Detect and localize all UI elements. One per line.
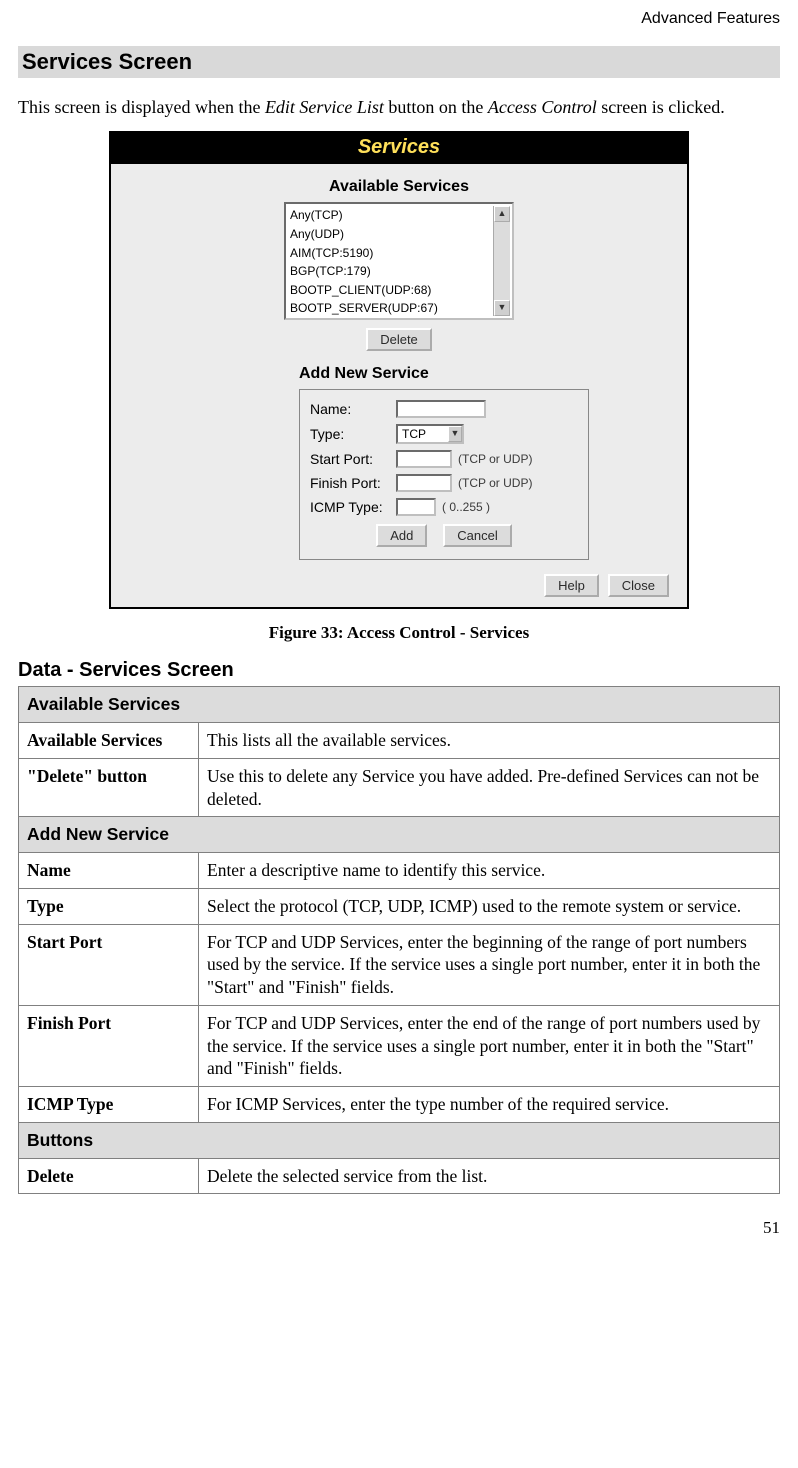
list-item[interactable]: BGP(TCP:179) bbox=[290, 262, 508, 281]
services-screenshot: Services Available Services Any(TCP) Any… bbox=[109, 131, 689, 609]
available-services-heading: Available Services bbox=[129, 178, 669, 196]
help-button[interactable]: Help bbox=[544, 574, 599, 597]
row-description: Use this to delete any Service you have … bbox=[199, 758, 780, 817]
scroll-down-icon[interactable]: ▼ bbox=[494, 300, 510, 316]
row-description: For TCP and UDP Services, enter the end … bbox=[199, 1005, 780, 1086]
row-description: For ICMP Services, enter the type number… bbox=[199, 1087, 780, 1123]
name-input[interactable] bbox=[396, 400, 486, 418]
row-label: Type bbox=[19, 888, 199, 924]
row-description: For TCP and UDP Services, enter the begi… bbox=[199, 924, 780, 1005]
table-row: Start PortFor TCP and UDP Services, ente… bbox=[19, 924, 780, 1005]
breadcrumb: Advanced Features bbox=[18, 10, 780, 28]
delete-button[interactable]: Delete bbox=[366, 328, 432, 351]
intro-em1: Edit Service List bbox=[265, 97, 384, 117]
scroll-up-icon[interactable]: ▲ bbox=[494, 206, 510, 222]
table-row: Finish PortFor TCP and UDP Services, ent… bbox=[19, 1005, 780, 1086]
table-row: "Delete" buttonUse this to delete any Se… bbox=[19, 758, 780, 817]
list-item[interactable]: BOOTP_CLIENT(UDP:68) bbox=[290, 281, 508, 300]
definitions-table: Available ServicesAvailable ServicesThis… bbox=[18, 686, 780, 1194]
row-description: Enter a descriptive name to identify thi… bbox=[199, 853, 780, 889]
row-label: Start Port bbox=[19, 924, 199, 1005]
table-row: TypeSelect the protocol (TCP, UDP, ICMP)… bbox=[19, 888, 780, 924]
list-item[interactable]: BOOTP_SERVER(UDP:67) bbox=[290, 299, 508, 318]
close-button[interactable]: Close bbox=[608, 574, 669, 597]
table-section-header: Buttons bbox=[19, 1122, 780, 1158]
row-description: Delete the selected service from the lis… bbox=[199, 1158, 780, 1194]
row-label: Finish Port bbox=[19, 1005, 199, 1086]
add-new-service-heading: Add New Service bbox=[299, 365, 669, 383]
intro-paragraph: This screen is displayed when the Edit S… bbox=[18, 96, 780, 119]
type-label: Type: bbox=[310, 426, 390, 442]
row-description: This lists all the available services. bbox=[199, 723, 780, 759]
table-row: DeleteDelete the selected service from t… bbox=[19, 1158, 780, 1194]
finish-port-input[interactable] bbox=[396, 474, 452, 492]
table-row: ICMP TypeFor ICMP Services, enter the ty… bbox=[19, 1087, 780, 1123]
icmp-type-label: ICMP Type: bbox=[310, 499, 390, 515]
table-row: Available ServicesThis lists all the ava… bbox=[19, 723, 780, 759]
figure-caption: Figure 33: Access Control - Services bbox=[18, 623, 780, 643]
page-number: 51 bbox=[18, 1218, 780, 1238]
list-item[interactable]: AIM(TCP:5190) bbox=[290, 244, 508, 263]
port-hint: (TCP or UDP) bbox=[458, 476, 532, 490]
window-titlebar: Services bbox=[111, 133, 687, 164]
add-button[interactable]: Add bbox=[376, 524, 427, 547]
start-port-input[interactable] bbox=[396, 450, 452, 468]
intro-text: This screen is displayed when the bbox=[18, 97, 265, 117]
intro-em2: Access Control bbox=[488, 97, 597, 117]
icmp-hint: ( 0..255 ) bbox=[442, 500, 490, 514]
list-item[interactable]: Any(UDP) bbox=[290, 225, 508, 244]
intro-text: button on the bbox=[384, 97, 488, 117]
row-description: Select the protocol (TCP, UDP, ICMP) use… bbox=[199, 888, 780, 924]
scrollbar[interactable]: ▲ ▼ bbox=[493, 206, 510, 316]
row-label: ICMP Type bbox=[19, 1087, 199, 1123]
table-section-header: Add New Service bbox=[19, 817, 780, 853]
chevron-down-icon[interactable]: ▼ bbox=[448, 426, 462, 442]
add-service-form: Name: Type: TCP ▼ Start Port: (TCP or UD bbox=[299, 389, 589, 560]
table-row: NameEnter a descriptive name to identify… bbox=[19, 853, 780, 889]
available-services-listbox[interactable]: Any(TCP) Any(UDP) AIM(TCP:5190) BGP(TCP:… bbox=[284, 202, 514, 320]
table-section-header: Available Services bbox=[19, 687, 780, 723]
finish-port-label: Finish Port: bbox=[310, 475, 390, 491]
row-label: Name bbox=[19, 853, 199, 889]
cancel-button[interactable]: Cancel bbox=[443, 524, 511, 547]
intro-text: screen is clicked. bbox=[597, 97, 725, 117]
port-hint: (TCP or UDP) bbox=[458, 452, 532, 466]
row-label: Delete bbox=[19, 1158, 199, 1194]
page-title: Services Screen bbox=[18, 46, 780, 78]
type-select[interactable]: TCP ▼ bbox=[396, 424, 464, 444]
name-label: Name: bbox=[310, 401, 390, 417]
row-label: Available Services bbox=[19, 723, 199, 759]
icmp-type-input[interactable] bbox=[396, 498, 436, 516]
type-select-value: TCP bbox=[402, 427, 426, 441]
data-section-title: Data - Services Screen bbox=[18, 659, 780, 682]
start-port-label: Start Port: bbox=[310, 451, 390, 467]
list-item[interactable]: Any(TCP) bbox=[290, 206, 508, 225]
row-label: "Delete" button bbox=[19, 758, 199, 817]
